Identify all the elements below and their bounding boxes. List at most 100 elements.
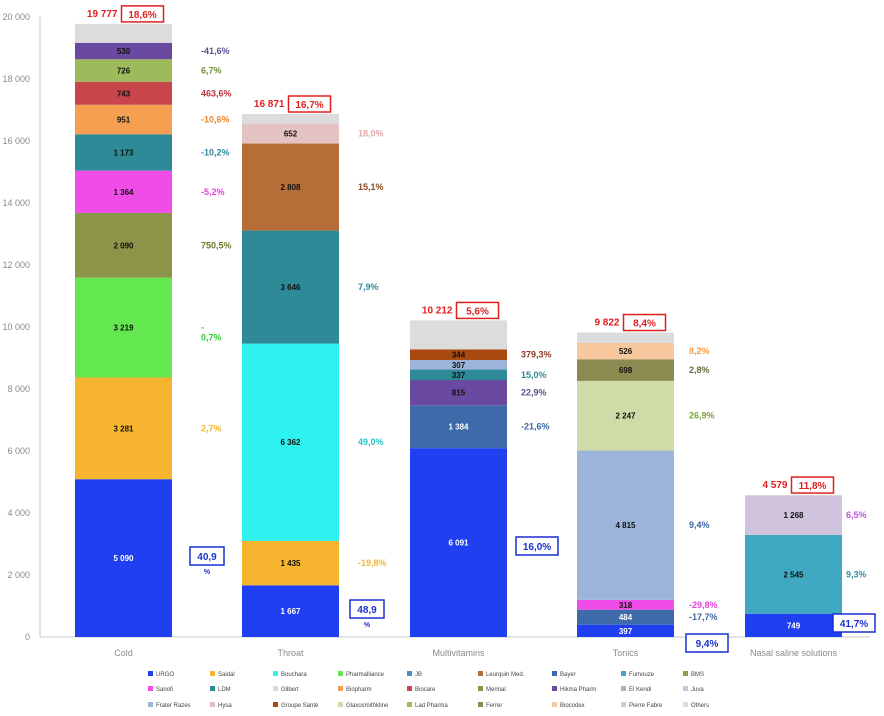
segment-value-label: 652 — [284, 129, 298, 138]
legend-label: Saidal — [218, 672, 235, 678]
bar-segment — [75, 479, 172, 637]
segment-growth-label: 2,8% — [689, 365, 710, 375]
segment-growth-label: 9,3% — [846, 569, 867, 579]
segment-value-label: 1 268 — [783, 511, 804, 520]
y-tick-label: 4 000 — [7, 508, 30, 518]
y-tick-label: 6 000 — [7, 446, 30, 456]
bar-segment — [75, 277, 172, 378]
total-label: 16 871 — [254, 99, 285, 110]
legend-label: Others — [691, 703, 709, 709]
segment-growth-label: 6,7% — [201, 66, 222, 76]
total-growth-label: 16,7% — [295, 100, 323, 111]
segment-value-label: 1 364 — [113, 188, 134, 197]
bar-segment — [577, 450, 674, 600]
legend-swatch — [210, 671, 215, 676]
segment-value-label: 2 247 — [615, 412, 636, 421]
total-growth-label: 8,4% — [633, 319, 656, 330]
legend-label: BMS — [691, 672, 704, 678]
segment-value-label: 3 281 — [113, 424, 134, 433]
bar-segment — [577, 624, 674, 637]
legend-swatch — [338, 686, 343, 691]
segment-growth-label: 8,2% — [689, 346, 710, 356]
legend-label: Lad Pharma — [415, 703, 448, 709]
segment-growth-label: 22,9% — [521, 388, 547, 398]
legend-swatch — [273, 702, 278, 707]
legend-swatch — [621, 686, 626, 691]
segment-growth-label: -21,6% — [521, 422, 550, 432]
legend-swatch — [552, 686, 557, 691]
bar-segment — [75, 134, 172, 171]
legend-label: Leurquin Med. — [486, 672, 525, 678]
segment-value-label: 815 — [452, 389, 466, 398]
legend-swatch — [148, 686, 153, 691]
segment-value-label: 526 — [619, 347, 633, 356]
segment-value-label: 6 091 — [448, 539, 469, 548]
legend-label: Juva — [691, 687, 704, 693]
legend-swatch — [478, 686, 483, 691]
bar-segment — [745, 495, 842, 535]
segment-growth-label: 750,5% — [201, 240, 232, 250]
segment-value-label: 3 646 — [280, 283, 301, 292]
urgo-growth-box — [515, 536, 559, 556]
annotations: 5 090 3 281 2,7% 3 219 -0,7% 2 090 750,5% 1 364… — [87, 5, 876, 653]
x-category-label: Throat — [277, 648, 304, 658]
x-axis: Cold Throat Multivitamins Tonics Nasal salin… — [114, 648, 837, 658]
segment-growth-label: -17,7% — [689, 612, 718, 622]
segment-value-label: 2 808 — [280, 183, 301, 192]
legend-swatch — [273, 671, 278, 676]
legend-label: Biocodex — [560, 703, 585, 709]
legend-label: LDM — [218, 687, 231, 693]
legend-swatch — [210, 702, 215, 707]
urgo-growth-label: 9,4% — [696, 639, 719, 650]
bars — [75, 23, 842, 637]
urgo-growth-box — [349, 599, 385, 619]
y-tick-label: 0 — [25, 632, 30, 642]
legend-label: Pharmalliance — [346, 672, 385, 678]
legend-label: Glaxosmithkline — [346, 703, 389, 709]
legend-swatch — [683, 686, 688, 691]
bar-segment — [75, 81, 172, 105]
legend-label: Hikma Pharm — [560, 687, 596, 693]
urgo-growth-label: 41,7% — [840, 619, 868, 630]
segment-value-label: 2 545 — [783, 570, 804, 579]
bar-segment — [577, 380, 674, 451]
legend-swatch — [407, 686, 412, 691]
bar-segment — [242, 540, 339, 586]
total-growth-box — [455, 301, 500, 320]
bar-segment — [75, 23, 172, 43]
legend-swatch — [683, 702, 688, 707]
segment-value-label: 951 — [117, 116, 131, 125]
y-tick-label: 14 000 — [2, 198, 30, 208]
segment-growth-label: 7,9% — [358, 282, 379, 292]
legend-swatch — [210, 686, 215, 691]
urgo-growth-label: 40,9 — [197, 552, 217, 563]
segment-growth-label: -0,7% — [201, 323, 222, 343]
bar-segment — [75, 170, 172, 213]
segment-value-label: 743 — [117, 89, 131, 98]
bar-segment — [410, 360, 507, 370]
y-axis: 0 2 000 4 000 6 000 8 000 10 000 12 000 14 000 1… — [2, 12, 870, 642]
y-tick-label: 12 000 — [2, 260, 30, 270]
segment-value-label: 530 — [117, 47, 131, 56]
bar-segment — [75, 42, 172, 60]
segment-value-label: 344 — [452, 351, 466, 360]
total-growth-label: 11,8% — [799, 481, 827, 492]
total-growth-box — [622, 313, 667, 332]
y-tick-label: 10 000 — [2, 322, 30, 332]
segment-value-label: 1 667 — [280, 607, 301, 616]
segment-growth-label: 463,6% — [201, 88, 232, 98]
total-growth-box — [790, 476, 835, 494]
legend-label: Bayer — [560, 672, 576, 678]
urgo-growth-label-unit: % — [204, 569, 211, 576]
legend-swatch — [552, 671, 557, 676]
legend-label: Sanofi — [156, 687, 173, 693]
bar-segment — [242, 123, 339, 144]
segment-growth-label: -29,8% — [689, 600, 718, 610]
segment-value-label: 4 815 — [615, 521, 636, 530]
legend-swatch — [552, 702, 557, 707]
segment-value-label: 1 384 — [448, 423, 469, 432]
total-label: 10 212 — [422, 305, 453, 316]
legend-label: Ferrer — [486, 703, 502, 709]
segment-value-label: 749 — [787, 621, 801, 630]
